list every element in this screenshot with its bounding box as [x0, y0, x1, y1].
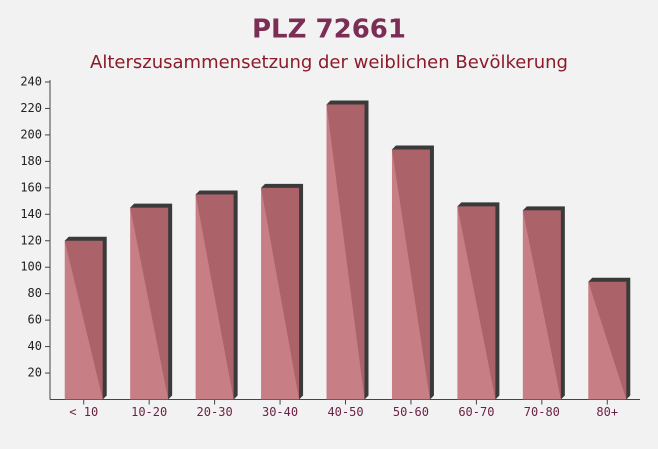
- y-tick-label: 40: [28, 339, 42, 353]
- chart-subtitle: Alterszusammensetzung der weiblichen Bev…: [90, 52, 568, 73]
- y-tick-label: 200: [20, 127, 42, 141]
- y-tick-label: 240: [20, 75, 42, 89]
- x-tick-label: 10-20: [131, 405, 167, 419]
- x-tick-label: 40-50: [327, 405, 363, 419]
- y-tick-label: 100: [20, 260, 42, 274]
- bar: [130, 207, 169, 400]
- x-tick-label: 70-80: [524, 405, 560, 419]
- x-tick-label: < 10: [69, 405, 98, 419]
- chart-title: PLZ 72661: [252, 15, 406, 45]
- bar: [522, 210, 561, 400]
- x-tick-label: 80+: [596, 405, 618, 419]
- bar: [64, 240, 103, 400]
- y-tick-label: 180: [20, 154, 42, 168]
- y-tick-label: 160: [20, 180, 42, 194]
- x-tick-label: 30-40: [262, 405, 298, 419]
- bar: [326, 104, 365, 400]
- y-tick-label: 220: [20, 101, 42, 115]
- bar: [261, 187, 300, 400]
- bar: [391, 149, 430, 400]
- bar: [195, 194, 234, 400]
- y-tick-label: 20: [28, 366, 42, 380]
- x-tick-label: 50-60: [393, 405, 429, 419]
- x-tick-label: 20-30: [197, 405, 233, 419]
- bar: [457, 206, 496, 400]
- y-tick-label: 80: [28, 286, 42, 300]
- y-tick-label: 60: [28, 313, 42, 327]
- y-tick-label: 120: [20, 233, 42, 247]
- x-tick-label: 60-70: [458, 405, 494, 419]
- y-tick-label: 140: [20, 207, 42, 221]
- bar: [588, 281, 627, 400]
